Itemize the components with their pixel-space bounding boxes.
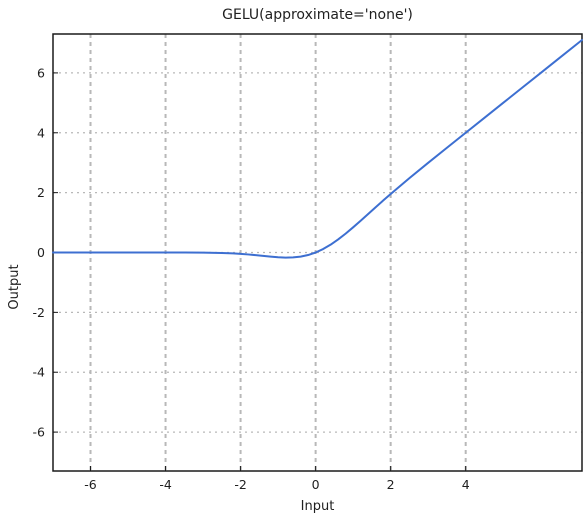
- series-layer: [52, 38, 583, 259]
- y-tick-label: 4: [37, 125, 45, 140]
- y-tick-label: -2: [33, 305, 45, 320]
- x-tick-label: -4: [159, 477, 172, 492]
- x-tick-label: 2: [387, 477, 395, 492]
- x-axis-label: Input: [301, 499, 335, 514]
- y-tick-label: 0: [37, 245, 45, 260]
- chart-title: GELU(approximate='none'): [222, 7, 413, 23]
- tick-labels: -6 -4 -2 0 2 4 -6 -4 -2 0 2 4 6: [33, 65, 470, 492]
- y-axis-label: Output: [7, 264, 22, 309]
- x-tick-label: -2: [234, 477, 246, 492]
- x-tick-label: -6: [84, 477, 97, 492]
- series-line: [52, 38, 583, 259]
- y-tick-label: -6: [33, 425, 46, 440]
- y-tick-label: 2: [37, 185, 45, 200]
- x-tick-label: 4: [462, 477, 470, 492]
- y-tick-label: 6: [37, 65, 45, 80]
- y-tick-label: -4: [33, 365, 46, 380]
- x-tick-label: 0: [312, 477, 320, 492]
